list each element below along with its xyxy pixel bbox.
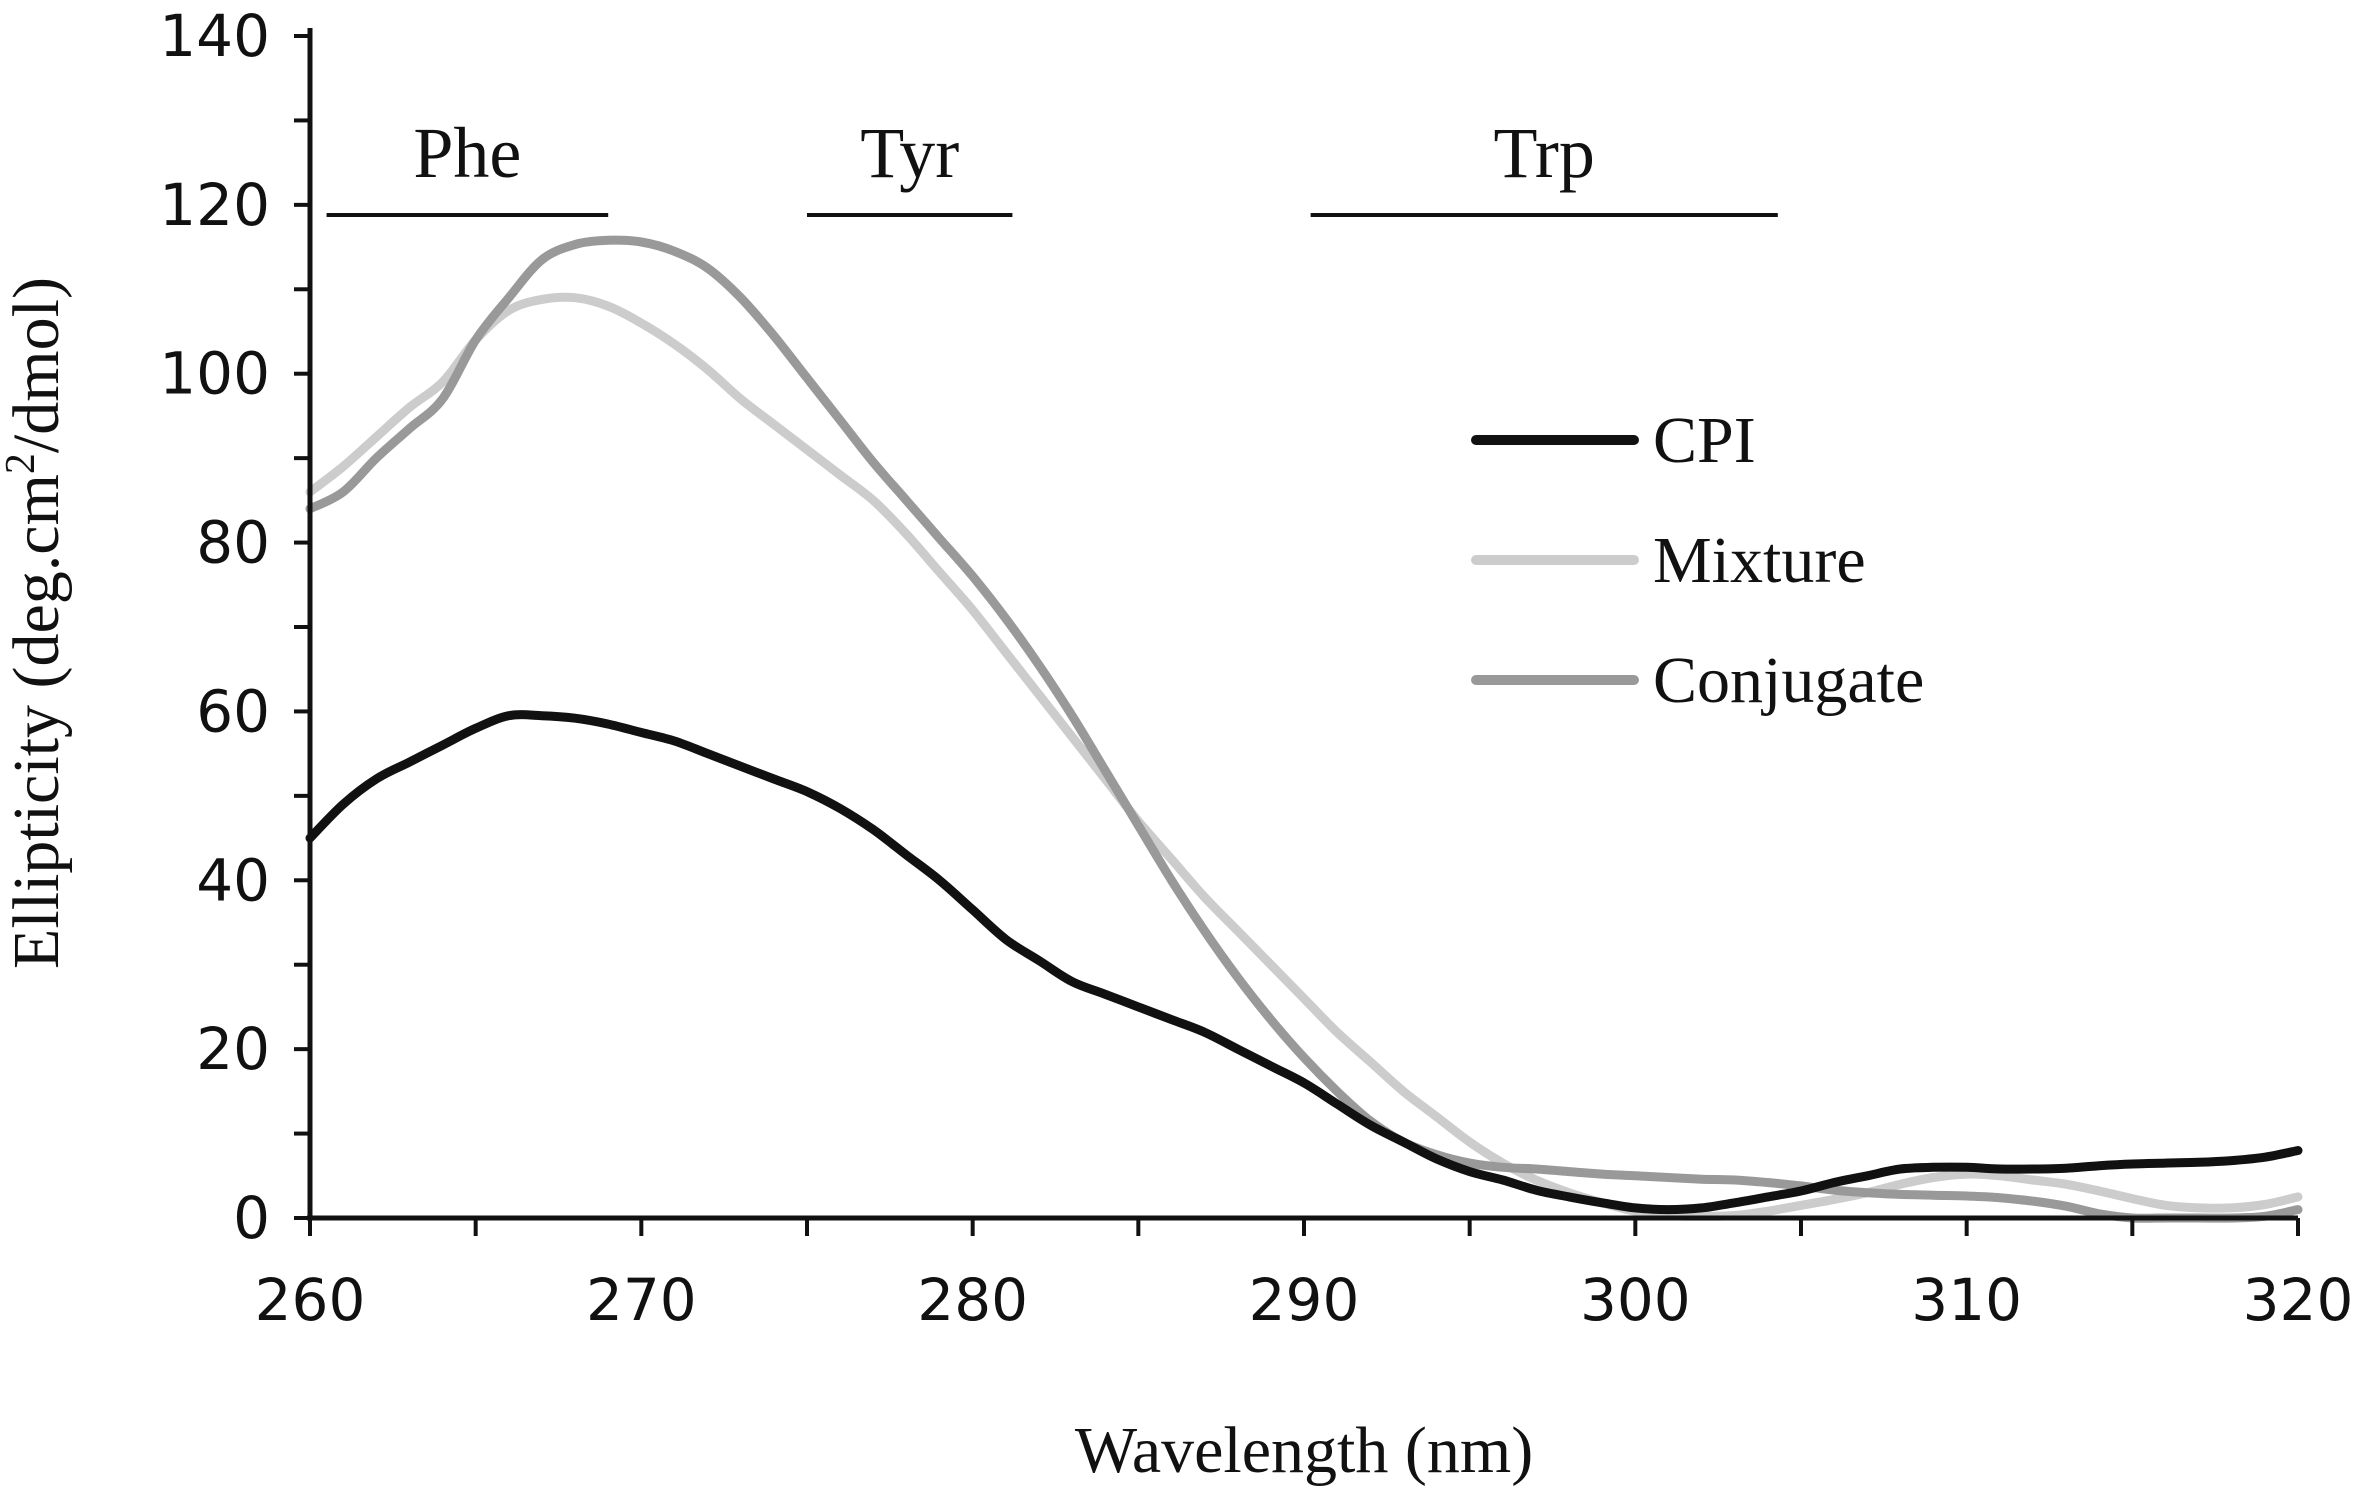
y-axis-title-main: Ellipticity (deg.cm xyxy=(0,474,73,969)
y-tick-label: 40 xyxy=(196,846,270,914)
y-tick-label: 80 xyxy=(196,509,270,577)
region-label: Trp xyxy=(1493,113,1594,193)
region-label: Phe xyxy=(413,113,521,193)
series-line-conjugate xyxy=(305,235,2303,1223)
x-tick-label: 280 xyxy=(917,1266,1028,1334)
y-tick-label: 100 xyxy=(159,340,270,408)
legend-label: CPI xyxy=(1653,404,1756,477)
y-ticks: 0 20 40 60 80 100 120 140 xyxy=(159,2,310,1252)
y-axis-title-tail: /dmol) xyxy=(0,277,73,453)
y-tick-label: 120 xyxy=(159,171,270,239)
series-layer xyxy=(305,235,2303,1223)
x-tick-label: 260 xyxy=(255,1266,366,1334)
x-tick-label: 300 xyxy=(1580,1266,1691,1334)
series-line-cpi xyxy=(305,710,2303,1215)
region-label: Tyr xyxy=(860,113,959,193)
axes xyxy=(307,28,2298,1221)
y-axis-title: Ellipticity (deg.cm2/dmol) xyxy=(0,277,73,969)
x-axis-title: Wavelength (nm) xyxy=(1075,1414,1533,1487)
x-tick-label: 270 xyxy=(586,1266,697,1334)
y-tick-label: 0 xyxy=(233,1184,270,1252)
y-tick-label: 60 xyxy=(196,677,270,745)
x-tick-label: 310 xyxy=(1911,1266,2022,1334)
legend-label: Mixture xyxy=(1653,524,1866,597)
x-tick-label: 290 xyxy=(1249,1266,1360,1334)
y-tick-label: 20 xyxy=(196,1015,270,1083)
x-ticks: 260 270 280 290 300 310 320 xyxy=(255,1218,2354,1334)
legend-label: Conjugate xyxy=(1653,644,1924,717)
x-tick-label: 320 xyxy=(2243,1266,2354,1334)
legend: CPI Mixture Conjugate xyxy=(1471,404,1924,717)
series-line-mixture xyxy=(305,292,2303,1221)
region-markers: Phe Tyr Trp xyxy=(326,113,1778,217)
y-axis-title-superscript: 2 xyxy=(0,453,44,474)
y-tick-label: 140 xyxy=(159,2,270,70)
